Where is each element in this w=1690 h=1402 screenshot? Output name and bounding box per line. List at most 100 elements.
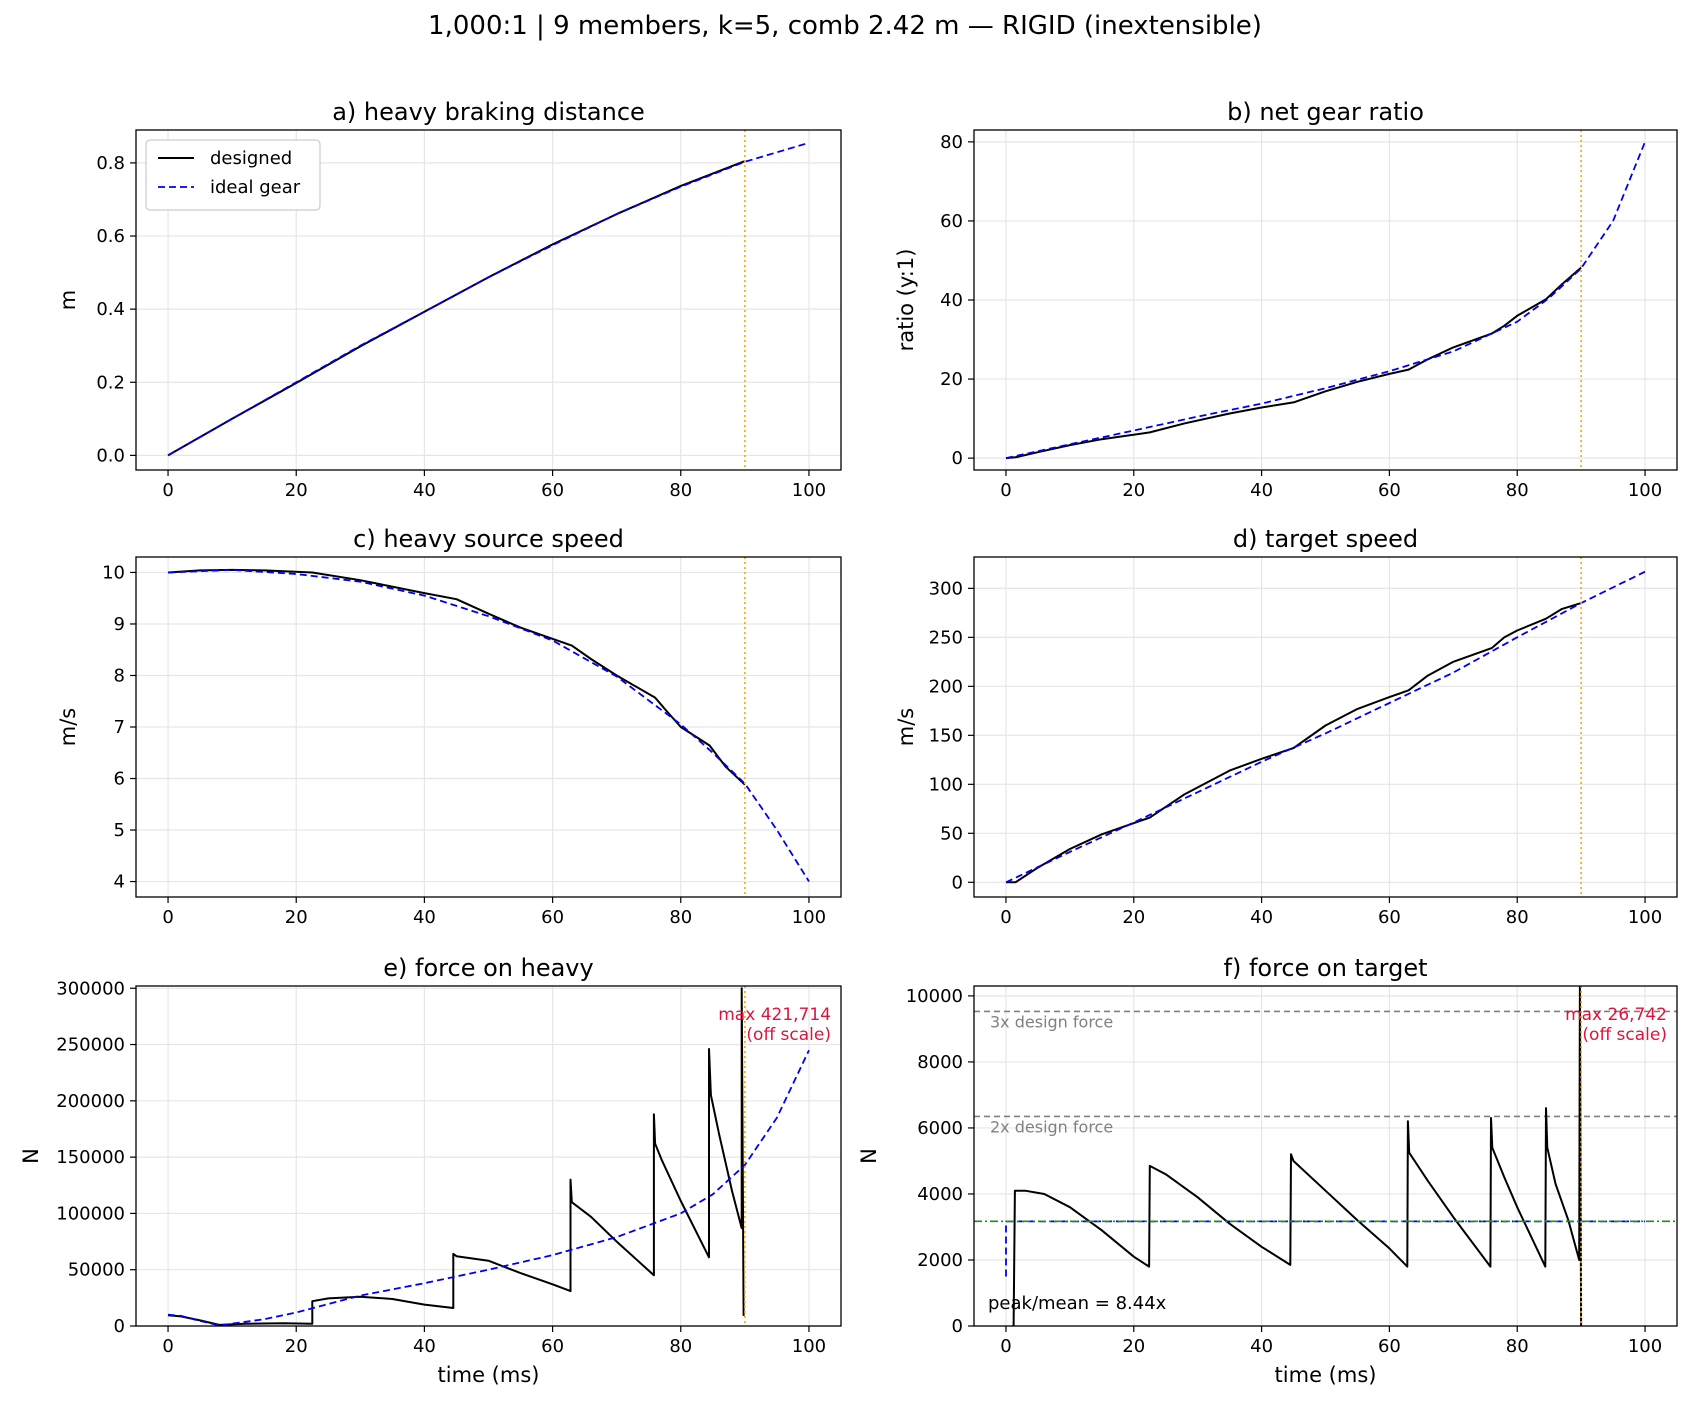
y-tick-label: 150000 [56,1147,125,1168]
x-tick-label: 0 [1000,907,1011,928]
x-tick-label: 20 [285,480,308,501]
series-line-ideal [167,569,810,882]
plot-area [1005,557,1646,897]
panel-title: b) net gear ratio [1227,98,1424,126]
y-tick-label: 8 [114,665,125,686]
y-tick-label: 4000 [917,1184,963,1205]
y-tick-label: 0 [952,872,963,893]
axes-frame [973,556,1678,898]
y-axis-label: N [857,1148,881,1164]
y-tick-label: 0 [952,1316,963,1337]
y-tick-label: 6000 [917,1118,963,1139]
y-tick-label: 0 [114,1316,125,1337]
x-tick-label: 40 [413,907,436,928]
x-tick-label: 100 [792,907,826,928]
x-tick-label: 0 [1000,480,1011,501]
x-tick-label: 100 [792,480,826,501]
y-tick-label: 250 [929,627,963,648]
y-tick-label: 300 [929,578,963,599]
y-axis-label: N [19,1148,43,1164]
series-line-designed [1005,266,1582,460]
x-tick-label: 80 [1506,1336,1529,1357]
y-tick-label: 300000 [56,978,125,999]
reference-label: 2x design force [990,1117,1113,1136]
x-tick-label: 60 [1378,1336,1401,1357]
plot-area [167,130,810,470]
x-tick-label: 0 [162,907,173,928]
y-tick-label: 250000 [56,1035,125,1056]
x-tick-label: 40 [1250,907,1273,928]
panel-title: c) heavy source speed [353,525,624,553]
y-tick-label: 200000 [56,1091,125,1112]
y-tick-label: 0.6 [96,226,125,247]
x-tick-label: 0 [162,1336,173,1357]
y-tick-label: 200 [929,676,963,697]
y-tick-label: 0.2 [96,372,125,393]
x-tick-label: 60 [1378,907,1401,928]
x-tick-label: 100 [792,1336,826,1357]
x-tick-label: 0 [1000,1336,1011,1357]
series-line-ideal [1005,570,1646,884]
y-tick-label: 7 [114,717,125,738]
plot-area [167,557,810,897]
panel-b: 0 20 40 60 80 100 0 20 40 60 80 b) net gear ratio ra… [894,98,1678,501]
y-tick-label: 9 [114,614,125,635]
axes-frame [973,985,1678,1327]
series-line-designed [167,568,746,786]
y-tick-label: 20 [940,369,963,390]
x-tick-label: 80 [669,907,692,928]
panel-title: d) target speed [1233,525,1418,553]
x-tick-label: 40 [413,480,436,501]
y-tick-label: 40 [940,290,963,311]
x-tick-label: 0 [162,480,173,501]
y-tick-label: 100000 [56,1203,125,1224]
panel-c: 0 20 40 60 80 100 4 5 6 7 8 9 10 c) heavy source spee… [56,525,842,928]
x-tick-label: 20 [1122,1336,1145,1357]
series-line-ideal [167,1049,810,1326]
x-tick-label: 20 [1122,480,1145,501]
figure-title: 1,000:1 | 9 members, k=5, comb 2.42 m — … [428,11,1262,41]
x-tick-label: 80 [1506,907,1529,928]
series-line-designed [167,987,745,1326]
y-tick-label: 50 [940,823,963,844]
panel-e: 0 20 40 60 80 100 0 50000 100000 150000 200000 2500… [19,954,842,1387]
series-line-ideal [167,141,810,457]
offscale-annotation: max 26,742 [1565,1005,1667,1025]
y-tick-label: 50000 [68,1260,125,1281]
x-tick-label: 20 [285,907,308,928]
y-tick-label: 0 [952,448,963,469]
y-tick-label: 60 [940,211,963,232]
panel-f: 3x design force 2x design force 0 20 40 60 80 1… [857,954,1678,1387]
legend-label-ideal: ideal gear [210,177,301,198]
axes-frame [135,985,842,1327]
y-tick-label: 6 [114,769,125,790]
panel-d: 0 20 40 60 80 100 0 50 100 150 200 250 300 d) target … [894,525,1678,928]
axes-frame [135,129,842,471]
y-tick-label: 0.0 [96,445,125,466]
y-axis-label: m/s [56,708,80,746]
plot-area [1005,130,1646,470]
x-tick-label: 100 [1628,907,1662,928]
x-tick-label: 100 [1628,1336,1662,1357]
y-tick-label: 2000 [917,1250,963,1271]
peak-mean-note: peak/mean = 8.44x [988,1293,1167,1314]
x-tick-label: 60 [541,1336,564,1357]
x-tick-label: 20 [285,1336,308,1357]
x-tick-label: 100 [1628,480,1662,501]
x-tick-label: 40 [413,1336,436,1357]
series-line-designed [1006,602,1582,884]
offscale-annotation: (off scale) [746,1025,831,1045]
x-axis-label: time (ms) [438,1363,540,1387]
plot-area [167,986,810,1326]
x-tick-label: 60 [1378,480,1401,501]
y-tick-label: 10000 [906,986,963,1007]
y-tick-label: 4 [114,872,125,893]
x-tick-label: 40 [1250,1336,1273,1357]
x-tick-label: 20 [1122,907,1145,928]
plot-area [974,986,1677,1326]
y-axis-label: m [56,290,80,310]
y-tick-label: 0.8 [96,153,125,174]
panel-a: 0 20 40 60 80 100 0.0 0.2 0.4 0.6 0.8 a) heavy brak… [56,98,842,501]
x-tick-label: 60 [541,907,564,928]
